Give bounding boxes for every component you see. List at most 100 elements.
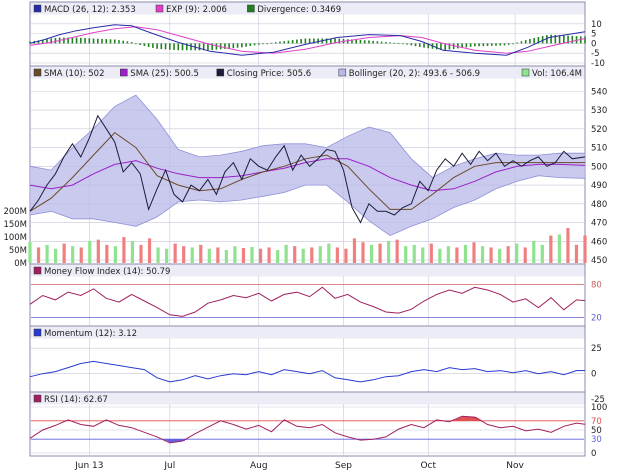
volume-bar (404, 246, 407, 263)
volume-bar (447, 246, 450, 263)
divergence-bar (177, 43, 179, 50)
volume-bar (413, 245, 416, 263)
rsi-legend-swatch (34, 395, 41, 402)
price-legend-swatch (339, 69, 346, 76)
volume-bar (191, 247, 194, 263)
divergence-bar (436, 43, 438, 49)
divergence-bar (190, 43, 192, 50)
rsi-ytick-label: 0 (591, 449, 596, 459)
volume-bar (472, 242, 475, 263)
volume-bar (148, 238, 151, 263)
macd-ytick-label: -10 (591, 59, 605, 69)
divergence-bar (275, 42, 277, 43)
volume-bar (182, 246, 185, 263)
divergence-bar (457, 43, 459, 48)
divergence-bar (521, 41, 523, 43)
divergence-bar (309, 39, 311, 44)
volume-bar (37, 247, 40, 263)
macd-ytick-label: -5 (591, 49, 599, 59)
volume-bar (71, 246, 74, 263)
volume-bar (455, 247, 458, 263)
divergence-bar (300, 39, 302, 43)
volume-bar (438, 249, 441, 263)
month-label: Sep (335, 461, 352, 471)
mfi-ytick-label: 20 (591, 314, 602, 324)
divergence-bar (508, 43, 510, 44)
price-ytick-label: 490 (591, 181, 607, 191)
month-label: Nov (506, 461, 524, 471)
rsi-overbought-fill (464, 416, 466, 420)
volume-bar (319, 246, 322, 263)
price-legend-label: SMA (10): 502 (44, 69, 104, 79)
divergence-bar (182, 43, 184, 50)
divergence-bar (84, 38, 86, 43)
volume-bar (575, 245, 578, 263)
divergence-bar (152, 43, 154, 48)
volume-bar (489, 247, 492, 263)
divergence-bar (474, 43, 476, 46)
divergence-bar (110, 39, 112, 43)
mfi-ytick-label: 80 (591, 281, 602, 291)
volume-bar (216, 247, 219, 263)
volume-bar (336, 247, 339, 263)
volume-tick-label: 200M (3, 207, 27, 217)
volume-bar (63, 244, 66, 263)
divergence-bar (478, 43, 480, 46)
price-legend-label: Vol: 106.4M (532, 69, 582, 79)
price-ytick-label: 510 (591, 144, 607, 154)
divergence-bar (101, 39, 103, 44)
volume-bar (387, 241, 390, 263)
volume-bar (233, 246, 236, 263)
price-legend-label: Bollinger (20, 2): 493.6 - 506.9 (349, 69, 480, 79)
divergence-bar (338, 39, 340, 44)
macd-legend-swatch (247, 5, 254, 12)
macd-ytick-label: 10 (591, 20, 602, 30)
divergence-bar (402, 43, 404, 44)
rsi-ytick-label: 100 (591, 403, 607, 413)
divergence-bar (563, 35, 565, 43)
divergence-bar (241, 43, 243, 47)
price-legend-swatch (217, 69, 224, 76)
divergence-bar (169, 43, 171, 49)
volume-bar (276, 250, 279, 263)
volume-bar (242, 248, 245, 263)
macd-ytick-label: 0 (591, 39, 596, 49)
macd-legend-swatch (156, 5, 163, 12)
divergence-bar (93, 39, 95, 44)
divergence-bar (470, 43, 472, 46)
volume-bar (199, 245, 202, 263)
divergence-bar (516, 42, 518, 43)
divergence-bar (483, 43, 485, 46)
divergence-bar (135, 43, 137, 44)
divergence-bar (525, 40, 527, 43)
volume-bar (353, 238, 356, 263)
volume-bar (259, 249, 262, 263)
divergence-bar (148, 43, 150, 47)
divergence-bar (233, 43, 235, 48)
divergence-bar (63, 38, 65, 44)
month-label: Oct (420, 461, 436, 471)
volume-bar (481, 246, 484, 263)
macd-legend-label: Divergence: 0.3469 (257, 5, 341, 15)
volume-bar (378, 244, 381, 263)
divergence-bar (491, 43, 493, 45)
rsi-overbought-fill (460, 417, 462, 421)
volume-bar (293, 246, 296, 263)
divergence-bar (228, 43, 230, 48)
volume-bar (156, 247, 159, 263)
divergence-bar (262, 43, 264, 44)
divergence-bar (76, 38, 78, 44)
divergence-bar (139, 43, 141, 45)
volume-bar (131, 241, 134, 263)
volume-bar (464, 245, 467, 263)
volume-bar (208, 249, 211, 263)
divergence-bar (216, 43, 218, 49)
macd-legend-label: EXP (9): 2.006 (166, 5, 227, 15)
price-legend-swatch (34, 69, 41, 76)
volume-bar (165, 249, 168, 263)
volume-bar (421, 247, 424, 263)
divergence-bar (156, 43, 158, 48)
divergence-bar (377, 41, 379, 43)
